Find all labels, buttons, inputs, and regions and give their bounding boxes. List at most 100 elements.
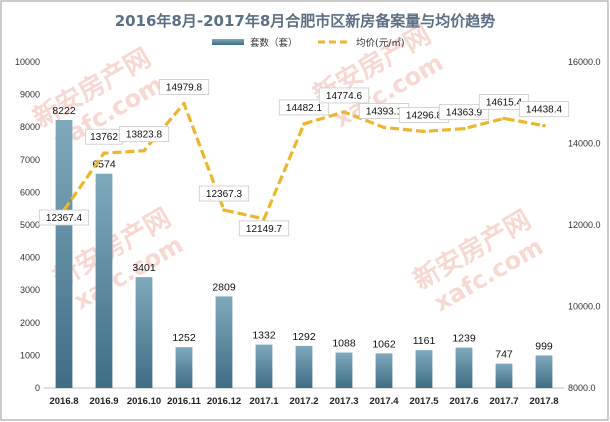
bar-data-label: 1292 xyxy=(292,331,316,343)
right-tick-label: 14000.0 xyxy=(568,139,601,149)
category-label: 2017.6 xyxy=(449,396,478,407)
category-label: 2017.2 xyxy=(289,396,318,407)
category-label: 2016.12 xyxy=(207,396,241,407)
line-point xyxy=(462,126,466,131)
line-point xyxy=(502,116,506,121)
line-data-label: 12149.7 xyxy=(246,224,283,235)
line-data-label: 14615.4 xyxy=(486,97,523,108)
category-label: 2016.9 xyxy=(89,396,118,407)
bar xyxy=(415,350,433,388)
chart-title: 2016年8月-2017年8月合肥市区新房备案量与均价趋势 xyxy=(115,12,496,30)
bar-data-label: 1161 xyxy=(413,335,436,347)
left-tick-label: 9000 xyxy=(20,90,40,100)
bar-data-label: 1088 xyxy=(332,338,356,350)
line-data-label: 14482.1 xyxy=(286,103,323,114)
bar xyxy=(95,173,113,388)
left-tick-label: 8000 xyxy=(20,122,40,132)
line-point xyxy=(262,217,266,221)
line-data-label: 12367.3 xyxy=(206,189,243,200)
legend-bar-swatch xyxy=(212,39,244,45)
bar xyxy=(135,277,153,388)
right-tick-label: 10000.0 xyxy=(568,302,601,312)
category-label: 2016.10 xyxy=(127,396,161,407)
category-label: 2017.1 xyxy=(249,396,279,407)
line-label-box xyxy=(438,104,490,121)
bar xyxy=(55,119,73,388)
line-point xyxy=(302,122,306,126)
right-axis: 8000.0 10000.0 12000.0 14000.0 16000.0 xyxy=(568,57,601,393)
category-labels: 2016.8 2016.9 2016.10 2016.11 2016.12 2017.1 2… xyxy=(49,396,558,407)
category-label: 2017.4 xyxy=(369,396,399,407)
bar xyxy=(375,353,393,388)
line-point xyxy=(342,110,346,114)
left-axis: 0 1000 2000 3000 4000 5000 6000 7000 8000 9000 100… xyxy=(15,57,40,393)
right-tick-label: 12000.0 xyxy=(568,220,601,230)
line-point xyxy=(182,101,186,106)
line-label-box xyxy=(158,79,210,95)
legend-bar-label: 套数（套） xyxy=(250,37,298,49)
bar-data-label: 747 xyxy=(495,349,513,361)
bar-data-label: 3401 xyxy=(132,262,156,274)
bar xyxy=(295,345,313,388)
line-labels: 12367.4 13762 13823.8 14979.8 12367.3 12149.7… xyxy=(38,79,570,237)
bar-data-label: 8222 xyxy=(52,105,76,117)
bar xyxy=(455,347,473,388)
line-point xyxy=(222,208,226,212)
bar-data-label: 1332 xyxy=(252,330,276,342)
line-point xyxy=(382,125,386,130)
left-tick-label: 0 xyxy=(35,383,40,393)
left-tick-label: 7000 xyxy=(20,155,40,165)
bar xyxy=(535,355,553,388)
line-label-box xyxy=(318,87,370,104)
right-tick-label: 16000.0 xyxy=(568,57,601,67)
line-label-box xyxy=(518,101,570,118)
bar xyxy=(215,296,233,388)
line-data-label: 13762 xyxy=(90,132,118,143)
category-label: 2016.8 xyxy=(49,396,78,407)
line-label-box xyxy=(238,220,290,237)
left-tick-label: 4000 xyxy=(20,253,40,263)
right-tick-label: 8000.0 xyxy=(568,383,596,393)
line-label-box xyxy=(38,209,90,226)
left-tick-label: 2000 xyxy=(20,318,40,328)
line-point xyxy=(102,151,106,155)
line-point xyxy=(142,148,146,153)
line-data-label: 14296.8 xyxy=(406,110,443,121)
line-data-label: 14393.1 xyxy=(366,106,403,117)
bar xyxy=(495,363,513,388)
bar-series xyxy=(55,119,553,388)
line-data-label: 14979.8 xyxy=(166,83,203,94)
left-tick-label: 10000 xyxy=(15,57,40,67)
left-tick-label: 5000 xyxy=(20,220,40,230)
line-label-box xyxy=(198,185,250,202)
line-data-label: 12367.4 xyxy=(46,213,83,224)
bar-data-label: 1239 xyxy=(452,333,476,345)
left-tick-label: 6000 xyxy=(20,187,40,197)
bar-data-label: 999 xyxy=(535,340,553,352)
legend: 套数（套） 均价(元/㎡) xyxy=(212,37,405,49)
legend-line-label: 均价(元/㎡) xyxy=(356,37,405,49)
category-label: 2017.7 xyxy=(489,396,518,407)
line-point xyxy=(422,129,426,134)
bar xyxy=(335,352,353,388)
left-tick-label: 3000 xyxy=(20,285,40,295)
bar xyxy=(255,344,273,388)
category-label: 2017.8 xyxy=(529,396,558,407)
line-point xyxy=(542,123,546,128)
bar-data-label: 2809 xyxy=(212,281,236,293)
bar-data-label: 1252 xyxy=(172,332,196,344)
line-data-label: 14438.4 xyxy=(526,105,563,116)
category-label: 2016.11 xyxy=(167,396,202,407)
line-data-label: 13823.8 xyxy=(126,130,163,141)
bar-data-label: 1062 xyxy=(372,338,396,350)
left-tick-label: 1000 xyxy=(20,350,40,360)
line-label-box xyxy=(278,99,330,116)
line-label-box xyxy=(118,126,170,143)
line-data-label: 14363.9 xyxy=(446,108,483,119)
category-label: 2017.3 xyxy=(329,396,358,407)
line-data-label: 14774.6 xyxy=(326,91,363,102)
category-label: 2017.5 xyxy=(409,396,439,407)
